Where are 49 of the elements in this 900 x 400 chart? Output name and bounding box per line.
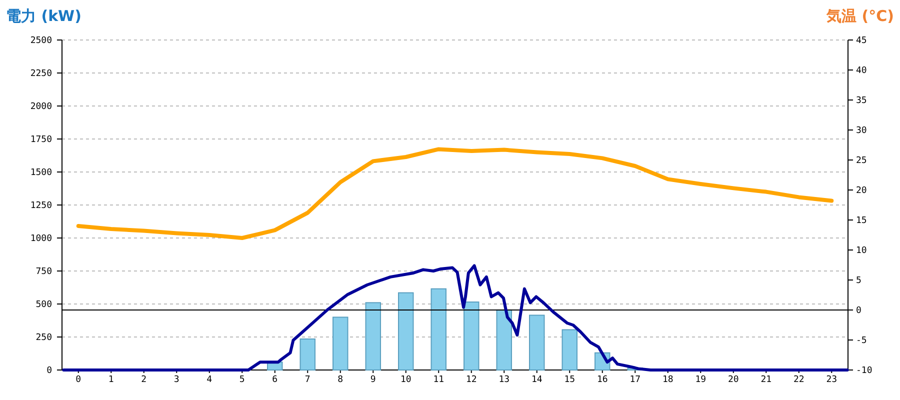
- y-tick-label: 0: [46, 366, 52, 376]
- y-tick-label: 2000: [30, 102, 52, 112]
- y2-tick-label: 40: [856, 66, 867, 76]
- x-tick-label: 6: [272, 375, 278, 385]
- y-tick-label: 1750: [30, 135, 52, 145]
- y-tick-label: 750: [36, 267, 52, 277]
- y-axis-title: 電力 (kW): [6, 7, 82, 25]
- x-tick-label: 11: [433, 375, 444, 385]
- y-tick-label: 500: [36, 300, 52, 310]
- y2-axis-title: 気温 (°C): [826, 7, 894, 25]
- y2-tick-label: 25: [856, 156, 867, 166]
- x-tick-label: 21: [760, 375, 772, 385]
- y2-tick-label: -5: [856, 336, 867, 346]
- x-tick-label: 12: [466, 375, 477, 385]
- x-tick-label: 2: [141, 375, 147, 385]
- x-tick-label: 4: [206, 375, 212, 385]
- y-tick-label: 250: [36, 333, 52, 343]
- x-tick-label: 5: [239, 375, 245, 385]
- x-tick-label: 9: [370, 375, 376, 385]
- x-tick-label: 16: [596, 375, 608, 385]
- y2-tick-label: 10: [856, 246, 867, 256]
- y2-tick-label: 20: [856, 186, 867, 196]
- x-tick-label: 19: [695, 375, 706, 385]
- x-tick-label: 10: [400, 375, 412, 385]
- x-tick-label: 20: [728, 375, 739, 385]
- y-tick-label: 1500: [30, 168, 52, 178]
- y2-tick-label: 35: [856, 96, 867, 106]
- x-tick-label: 23: [826, 375, 838, 385]
- x-tick-label: 22: [793, 375, 804, 385]
- y-tick-label: 2250: [30, 69, 52, 79]
- y2-tick-label: 30: [856, 126, 867, 136]
- y-tick-label: 2500: [30, 36, 52, 46]
- y2-tick-label: 45: [856, 36, 867, 46]
- y2-tick-label: 15: [856, 216, 867, 226]
- y2-tick-label: 5: [856, 276, 862, 286]
- x-tick-label: 15: [564, 375, 576, 385]
- y-tick-label: 1000: [30, 234, 52, 244]
- x-tick-label: 0: [76, 375, 82, 385]
- y-tick-label: 1250: [30, 201, 52, 211]
- x-tick-label: 7: [304, 375, 310, 385]
- y2-tick-label: -10: [856, 366, 872, 376]
- x-tick-label: 17: [630, 375, 641, 385]
- x-tick-label: 18: [662, 375, 674, 385]
- x-tick-label: 13: [498, 375, 510, 385]
- x-tick-label: 8: [338, 375, 344, 385]
- x-tick-label: 3: [174, 375, 180, 385]
- x-tick-label: 1: [108, 375, 114, 385]
- x-tick-label: 14: [531, 375, 542, 385]
- y2-tick-label: 0: [856, 306, 862, 316]
